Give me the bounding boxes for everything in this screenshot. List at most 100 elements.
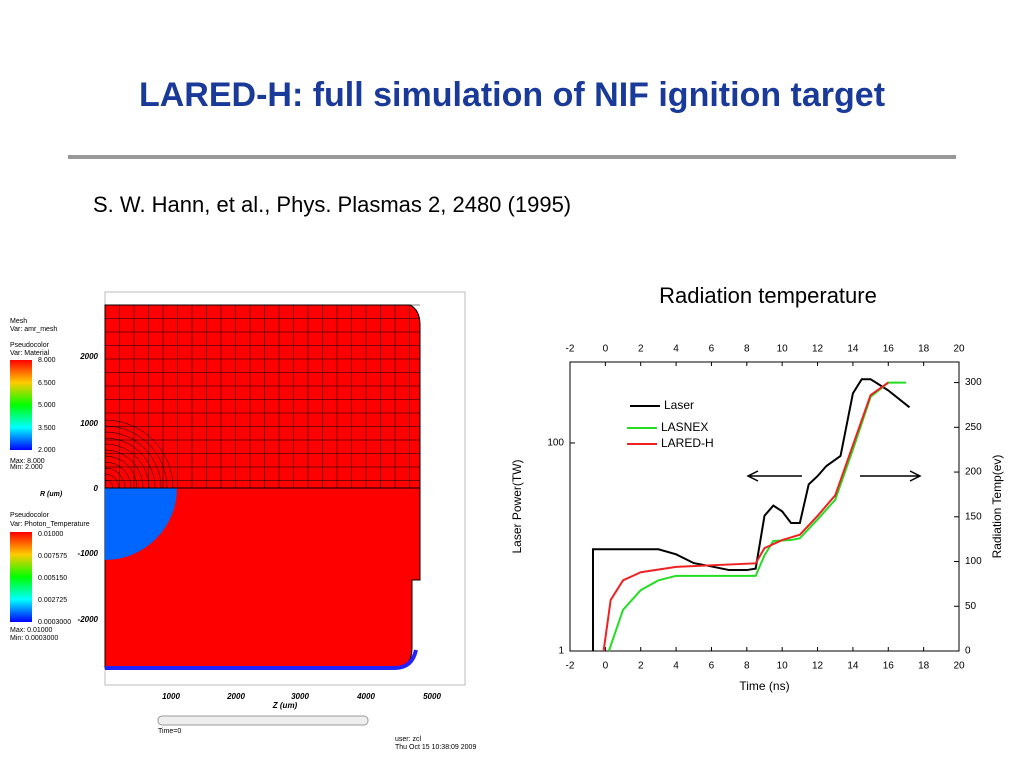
mesh-arc <box>104 425 168 489</box>
y2-tick-label: 50 <box>965 601 977 612</box>
x-tick-label-top: 6 <box>709 344 715 355</box>
sim-legend-text: 0.0003000 <box>38 619 71 626</box>
mesh-arc <box>104 479 114 489</box>
mesh-arc <box>104 419 174 489</box>
series-line <box>591 378 911 651</box>
colorbar <box>10 360 32 450</box>
x-tick-label-top: 14 <box>847 344 859 355</box>
sim-legend-text: 2.000 <box>38 447 56 454</box>
sim-legend-text: Mesh <box>10 318 27 325</box>
x-tick-label: 18 <box>918 661 930 672</box>
z-tick-label: 5000 <box>423 692 441 701</box>
x-tick-label: 2 <box>638 661 644 672</box>
legend-label: LARED-H <box>661 436 714 450</box>
date-label: Thu Oct 15 10:38:09 2009 <box>395 744 476 751</box>
z-tick-label: 4000 <box>356 692 375 701</box>
x-tick-label: 4 <box>673 661 679 672</box>
slide-title: LARED-H: full simulation of NIF ignition… <box>139 76 885 114</box>
x-tick-label-top: 10 <box>777 344 789 355</box>
mesh-arc <box>104 473 120 489</box>
sim-legend-text: 5.000 <box>38 402 56 409</box>
arrow <box>860 470 922 482</box>
r-axis-label: R (um) <box>40 491 63 498</box>
r-tick-label: -2000 <box>78 615 99 624</box>
mesh-arc <box>104 431 162 489</box>
legend-label: LASNEX <box>661 420 708 434</box>
y-tick-label: 100 <box>547 438 564 449</box>
x-tick-label-top: -2 <box>566 344 575 355</box>
user-label: user: zcl <box>395 736 422 743</box>
time-slider <box>157 715 369 726</box>
chart: Radiation temperature-2-2002244668810101… <box>510 283 1004 693</box>
legend-label: Laser <box>664 398 694 412</box>
r-tick-label: 0 <box>94 484 99 493</box>
x-tick-label-top: 20 <box>953 344 965 355</box>
sim-legend-text: Var: Photon_Temperature <box>10 521 90 528</box>
sim-legend-text: Pseudocolor <box>10 512 50 519</box>
colorbar <box>10 532 32 622</box>
x-tick-label-top: 16 <box>883 344 895 355</box>
y2-tick-label: 300 <box>965 377 982 388</box>
sim-legend-text: Min: 2.000 <box>10 464 43 471</box>
y-tick-label: 1 <box>558 646 564 657</box>
time-label: Time=0 <box>158 728 181 735</box>
sim-legend-text: Var: amr_mesh <box>10 326 57 333</box>
mesh-arc <box>104 449 144 489</box>
x-tick-label: 20 <box>953 661 965 672</box>
y2-axis-label: Radiation Temp(ev) <box>990 455 1004 559</box>
x-tick-label: 10 <box>777 661 789 672</box>
y2-tick-label: 0 <box>965 646 971 657</box>
z-axis-label: Z (um) <box>272 701 298 710</box>
sim-legend-text: Var: Material <box>10 350 50 357</box>
arrow <box>746 470 802 482</box>
chart-title: Radiation temperature <box>659 283 877 308</box>
sim-legend-text: Min: 0.0003000 <box>10 635 58 642</box>
plot-frame <box>569 361 960 652</box>
sim-legend-text: 8.000 <box>38 357 56 364</box>
r-tick-label: 2000 <box>79 352 98 361</box>
z-tick-label: 2000 <box>226 692 245 701</box>
sim-legend-text: 6.500 <box>38 380 56 387</box>
x-tick-label-top: 4 <box>673 344 679 355</box>
x-tick-label-top: 12 <box>812 344 824 355</box>
sim-legend-text: Max: 8.000 <box>10 458 45 465</box>
sim-legend-text: Max: 0.01000 <box>10 627 53 634</box>
x-tick-label: 8 <box>744 661 750 672</box>
sim-legend-text: 0.007575 <box>38 553 67 560</box>
mesh <box>104 304 420 489</box>
blue-edge <box>105 649 418 670</box>
x-tick-label: 6 <box>709 661 715 672</box>
y2-tick-label: 200 <box>965 467 982 478</box>
mesh-arc <box>104 461 132 489</box>
x-tick-label: -2 <box>566 661 575 672</box>
sim-legend-text: 0.002725 <box>38 597 67 604</box>
y2-tick-label: 100 <box>965 556 982 567</box>
x-tick-label-top: 2 <box>638 344 644 355</box>
sim-legend-text: 0.005150 <box>38 575 67 582</box>
x-axis-label: Time (ns) <box>739 679 789 693</box>
mesh-arc <box>104 437 156 489</box>
r-tick-label: 1000 <box>80 419 98 428</box>
y2-tick-label: 150 <box>965 511 982 522</box>
y-axis-label: Laser Power(TW) <box>510 459 524 553</box>
citation: S. W. Hann, et al., Phys. Plasmas 2, 248… <box>93 192 571 217</box>
x-tick-label-top: 18 <box>918 344 930 355</box>
mesh-arc <box>104 455 138 489</box>
series-line <box>602 381 889 652</box>
x-tick-label: 14 <box>847 661 859 672</box>
x-tick-label-top: 8 <box>744 344 750 355</box>
x-tick-label: 16 <box>883 661 895 672</box>
y2-tick-label: 250 <box>965 422 982 433</box>
z-tick-label: 1000 <box>162 692 180 701</box>
sim-legend-text: 0.01000 <box>38 531 63 538</box>
capsule-lower <box>105 488 177 560</box>
x-tick-label: 0 <box>603 661 609 672</box>
target-region <box>104 304 421 669</box>
divider <box>68 155 956 159</box>
mesh-arc <box>104 467 126 489</box>
x-tick-label-top: 0 <box>603 344 609 355</box>
r-tick-label: -1000 <box>78 549 99 558</box>
x-tick-label: 12 <box>812 661 824 672</box>
